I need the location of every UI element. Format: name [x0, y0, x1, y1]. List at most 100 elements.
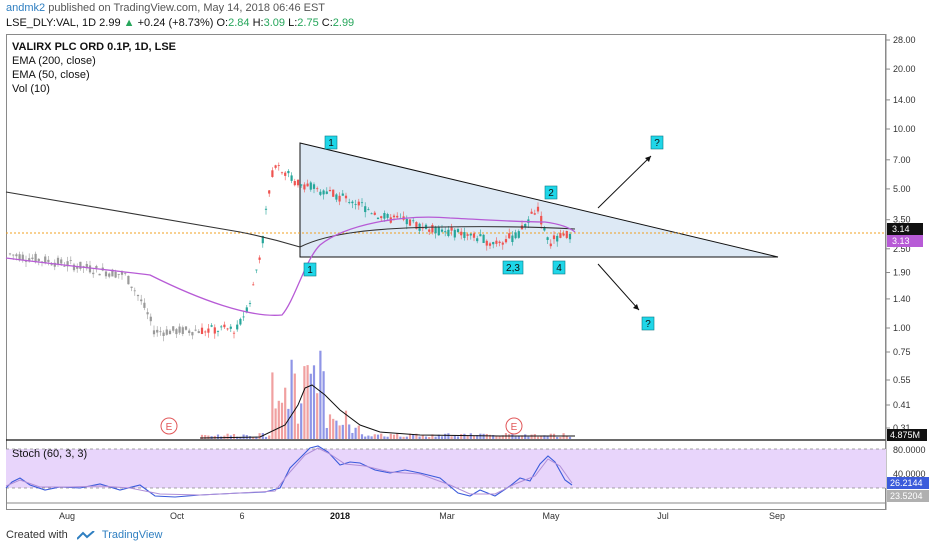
candle-body: [159, 331, 162, 333]
candle-body: [348, 202, 351, 203]
candle-body: [69, 260, 72, 262]
volume-bar: [226, 433, 229, 439]
volume-bar: [492, 435, 495, 439]
earnings-marker-2[interactable]: E: [505, 417, 523, 435]
volume-bar: [293, 373, 296, 439]
volume-bar: [309, 373, 312, 439]
candle-body: [322, 190, 325, 195]
candle-body: [367, 209, 370, 211]
volume-bar: [396, 433, 399, 439]
candle-body: [533, 213, 536, 215]
candle-body: [437, 227, 440, 236]
last-price: 2.99: [99, 17, 121, 29]
change-value: +0.24 (+8.73%): [137, 17, 214, 29]
candle-body: [540, 215, 543, 225]
volume-bar: [424, 436, 428, 439]
volume-bar: [373, 434, 376, 439]
wave-label-text: 4: [556, 263, 562, 274]
stoch-k-line: [5, 445, 573, 498]
x-tick-aug: Aug: [59, 511, 75, 521]
candle-body: [453, 229, 456, 238]
ema200-line: [5, 191, 576, 248]
price-tick-label: 28.00: [893, 35, 916, 45]
tradingview-logo-icon: [76, 530, 95, 540]
author-link[interactable]: andmk2: [6, 2, 46, 14]
volume-bar: [440, 436, 444, 439]
time-axis[interactable]: Aug Oct 6 2018 Mar May Jul Sep: [59, 511, 785, 521]
wave-label-2-3[interactable]: 2,3: [502, 260, 524, 275]
wave-label-1-bottom[interactable]: 1: [303, 262, 317, 277]
volume-bar: [364, 436, 367, 439]
candle-body: [140, 299, 143, 302]
legend-ema50[interactable]: EMA (50, close): [12, 69, 90, 81]
volume-bar: [456, 436, 460, 439]
volume-bar: [383, 436, 386, 439]
candle-body: [210, 325, 213, 327]
volume-bar: [559, 436, 562, 439]
volume-bar: [485, 433, 488, 439]
price-tick-label: 0.31: [893, 423, 911, 433]
volume-bar: [335, 420, 338, 439]
published-text: published on TradingView.com, May 14, 20…: [48, 2, 326, 14]
wave-label-2-top[interactable]: 2: [544, 185, 558, 200]
candle-body: [223, 324, 226, 328]
x-tick-jul: Jul: [657, 511, 669, 521]
volume-bar: [216, 434, 220, 439]
volume-group: [200, 350, 572, 439]
volume-bar: [312, 365, 316, 439]
volume-label-text: 4.875M: [890, 430, 920, 440]
price-tick-label: 10.00: [893, 124, 916, 134]
volume-bar: [450, 436, 453, 439]
candle-body: [405, 218, 408, 225]
volume-bar: [284, 387, 287, 439]
candle-body: [415, 222, 418, 229]
candle-body: [562, 233, 565, 236]
x-tick-mar: Mar: [439, 511, 455, 521]
candle-body: [332, 189, 335, 197]
volume-bar: [258, 433, 261, 439]
volume-bar: [367, 435, 370, 439]
question-label-up[interactable]: ?: [650, 135, 664, 150]
volume-bar: [303, 366, 306, 439]
candle-body: [312, 184, 316, 189]
stoch-legend[interactable]: Stoch (60, 3, 3): [12, 448, 88, 460]
legend-title: VALIRX PLC ORD 0.1P, 1D, LSE: [12, 41, 177, 53]
volume-bar: [460, 434, 463, 439]
candle-body: [236, 324, 239, 330]
volume-bar: [527, 436, 530, 439]
candle-body: [495, 240, 498, 244]
candle-body: [268, 190, 271, 194]
volume-bar: [421, 434, 424, 439]
question-label-down[interactable]: ?: [641, 316, 655, 331]
volume-bar: [351, 432, 354, 439]
volume-bar: [508, 434, 511, 439]
question-text: ?: [645, 319, 651, 330]
legend-ema200[interactable]: EMA (200, close): [12, 55, 96, 67]
stoch-k-badge: [887, 477, 929, 489]
volume-bar: [341, 424, 344, 439]
tradingview-brand[interactable]: TradingView: [101, 529, 163, 541]
price-tick-label: 1.40: [893, 294, 911, 304]
candle-body: [88, 265, 92, 273]
high-label: H:: [252, 17, 264, 29]
candle-body: [220, 326, 223, 328]
volume-bar: [415, 433, 418, 439]
volume-bar: [360, 434, 364, 439]
candle-body: [72, 264, 76, 271]
earnings-text: E: [166, 422, 173, 433]
symmetrical-triangle[interactable]: [299, 142, 779, 258]
legend-volume[interactable]: Vol (10): [12, 83, 50, 95]
volume-bar: [277, 400, 280, 439]
price-axis[interactable]: 28.00 20.00 14.00 10.00 7.00 5.00 3.50 2.50 1.90…: [886, 35, 916, 433]
volume-bar: [207, 435, 210, 439]
price-label-3-13: 3.13: [887, 235, 923, 247]
earnings-marker-1[interactable]: E: [160, 417, 178, 435]
volume-bar: [322, 371, 325, 439]
volume-bar: [255, 436, 258, 439]
wave-label-4[interactable]: 4: [552, 260, 566, 275]
volume-bar: [520, 435, 524, 439]
wave-label-1-top[interactable]: 1: [324, 135, 338, 150]
up-arrow-icon: ▲: [123, 17, 135, 29]
candle-body: [354, 204, 357, 205]
